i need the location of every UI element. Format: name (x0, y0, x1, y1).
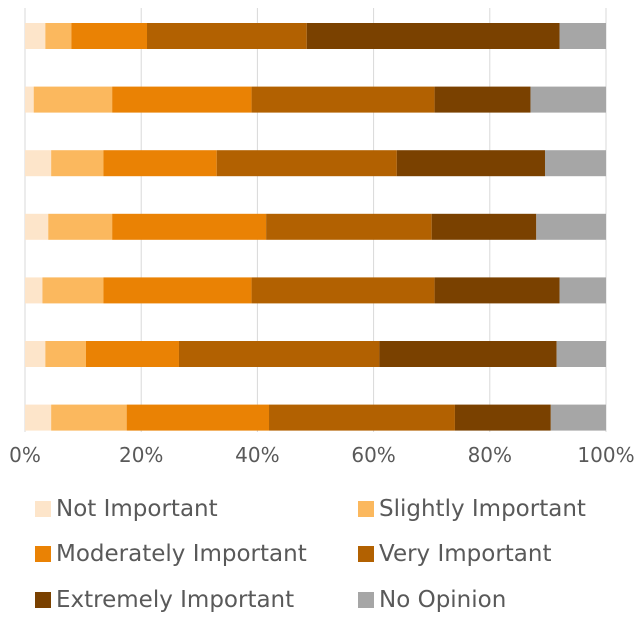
legend-swatch (35, 592, 51, 608)
legend-item: No Opinion (358, 585, 506, 615)
legend-swatch (358, 546, 374, 562)
bar-segment (550, 404, 606, 431)
legend-swatch (35, 546, 51, 562)
bar-segment (51, 150, 104, 177)
legend-label: Extremely Important (56, 587, 295, 613)
bar-segment (251, 277, 435, 304)
bar-segment (33, 86, 113, 113)
bar-segment (556, 341, 606, 367)
bar-segment (112, 213, 267, 240)
x-tick-label: 100% (577, 443, 634, 467)
x-tick-label: 80% (468, 443, 512, 467)
legend-item: Very Important (358, 539, 552, 569)
x-axis-tick-labels: 0% 20% 40% 60% 80% 100% (9, 443, 634, 467)
bar-segment (86, 341, 179, 367)
bar-segment (45, 23, 72, 49)
bar-segment (45, 341, 87, 367)
bar-segment (530, 86, 606, 113)
bar-segment (71, 23, 148, 49)
legend-swatch (358, 592, 374, 608)
bar-segment (25, 404, 52, 431)
bar-segment (306, 23, 560, 49)
bars (25, 23, 606, 431)
bar-segment (454, 404, 551, 431)
stacked-bar-chart: 0% 20% 40% 60% 80% 100% (9, 8, 635, 467)
bar-segment (216, 150, 397, 177)
bar-segment (48, 213, 113, 240)
bar-segment (25, 341, 46, 367)
bar-segment (25, 213, 49, 240)
bar-segment (25, 23, 46, 49)
x-tick-label: 20% (119, 443, 163, 467)
legend-swatch (35, 501, 51, 517)
bar-segment (396, 150, 545, 177)
x-tick-label: 60% (351, 443, 395, 467)
legend-label: Slightly Important (379, 496, 586, 522)
legend-swatch (358, 501, 374, 517)
bar-segment (42, 277, 104, 304)
bar-segment (251, 86, 435, 113)
legend-item: Slightly Important (358, 494, 586, 524)
bar-segment (51, 404, 127, 431)
bar-segment (103, 150, 217, 177)
legend-label: Not Important (56, 496, 218, 522)
legend-item: Not Important (35, 494, 218, 524)
bar-segment (178, 341, 380, 367)
bar-segment (559, 277, 606, 304)
legend-item: Extremely Important (35, 585, 294, 615)
bar-segment (147, 23, 307, 49)
x-tick-label: 40% (235, 443, 279, 467)
legend-item: Moderately Important (35, 539, 307, 569)
bar-segment (434, 86, 531, 113)
bar-segment (112, 86, 252, 113)
bar-segment (536, 213, 606, 240)
bar-segment (544, 150, 606, 177)
bar-segment (559, 23, 606, 49)
legend-label: Moderately Important (56, 541, 307, 567)
legend-label: No Opinion (379, 587, 507, 613)
bar-segment (25, 86, 34, 113)
bar-segment (431, 213, 537, 240)
bar-segment (103, 277, 252, 304)
bar-segment (269, 404, 455, 431)
bar-segment (434, 277, 560, 304)
x-tick-label: 0% (9, 443, 41, 467)
bar-segment (379, 341, 557, 367)
bar-segment (266, 213, 432, 240)
legend-label: Very Important (379, 541, 552, 567)
bar-segment (25, 277, 43, 304)
bar-segment (126, 404, 270, 431)
bar-segment (25, 150, 52, 177)
